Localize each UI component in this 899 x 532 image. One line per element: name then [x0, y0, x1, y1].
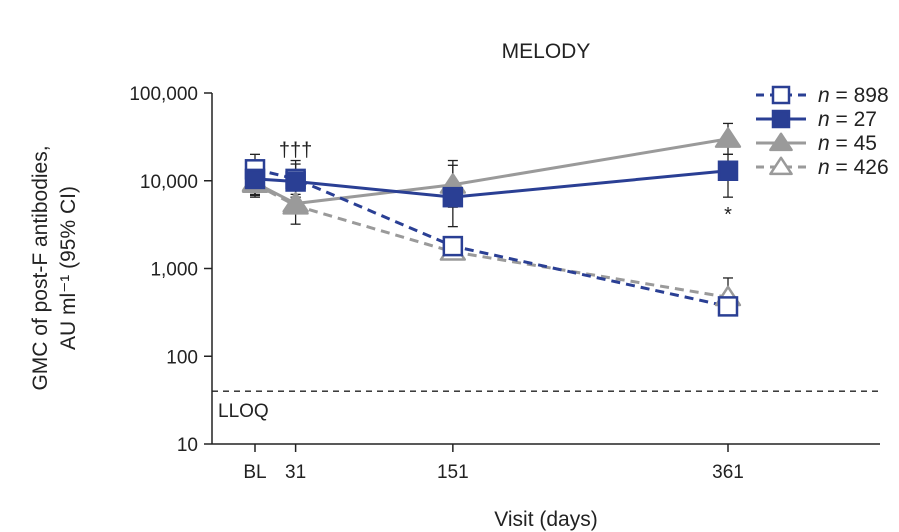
data-point: [442, 235, 464, 257]
data-point: [282, 191, 309, 213]
y-tick-label: 10,000: [140, 172, 198, 193]
data-point: [714, 127, 742, 148]
legend-label: n = 898: [818, 84, 889, 107]
legend-label: n = 45: [818, 132, 877, 155]
lloq-label: LLOQ: [218, 401, 269, 422]
legend-entry: n = 898: [756, 84, 889, 107]
series-line: [254, 137, 729, 206]
annotation-label: †††: [279, 139, 312, 161]
data-point: [717, 296, 739, 317]
y-tick-label: 10: [177, 435, 198, 456]
x-tick-label: 31: [285, 462, 306, 483]
y-axis-title: GMC of post-F antibodies, AU ml⁻¹ (95% C…: [29, 145, 80, 390]
annotation-label: *: [724, 204, 732, 226]
chart-title: MELODY: [502, 40, 591, 63]
legend-marker: [771, 85, 791, 105]
data-point: [285, 171, 306, 192]
y-axis-title-line2: AU ml⁻¹ (95% CI): [57, 186, 80, 350]
series-line: [254, 169, 729, 199]
data-point: [717, 160, 739, 182]
plot-area: 10 100 1,000 10,000 100,000 BL 31 151 361 LLOQ †††…: [129, 84, 880, 483]
y-tick-label: 1,000: [150, 260, 198, 281]
legend-entry: n = 45: [756, 132, 877, 155]
legend-marker: [769, 156, 793, 176]
series-line: [254, 167, 729, 308]
legend-entry: n = 27: [756, 108, 877, 131]
legend-label: n = 27: [818, 108, 877, 131]
y-tick-label: 100: [166, 347, 198, 368]
legend-entry: n = 426: [756, 156, 889, 179]
x-tick-label: 151: [437, 462, 469, 483]
legend-marker: [771, 109, 791, 129]
data-point: [244, 168, 266, 190]
x-tick-label: 361: [712, 462, 744, 483]
y-tick-label: 100,000: [129, 84, 198, 105]
legend-label: n = 426: [818, 156, 889, 179]
x-tick-label: BL: [243, 462, 266, 483]
legend-marker: [769, 132, 793, 152]
data-point: [442, 186, 464, 208]
x-axis-title: Visit (days): [494, 508, 597, 531]
y-axis-title-line1: GMC of post-F antibodies,: [29, 145, 52, 390]
